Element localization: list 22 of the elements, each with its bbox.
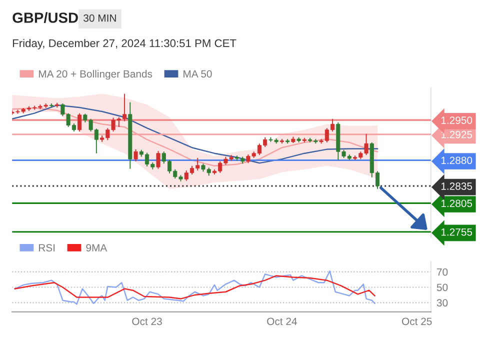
- x-tick-label: Oct 25: [402, 318, 432, 326]
- y-tick-label: 30: [436, 299, 448, 307]
- text: 30 MIN: [84, 14, 116, 22]
- y-tick-label: 70: [437, 268, 448, 276]
- legend-label: 9MA: [86, 244, 108, 252]
- x-tick-label: Oct 24: [267, 318, 297, 326]
- y-tick-label: 1.2925: [441, 130, 472, 138]
- y-tick-label: 1.2835: [441, 182, 472, 190]
- chart-title: GBP/USD: [12, 12, 78, 24]
- legend-label: MA 50: [184, 70, 212, 78]
- candlestick: [156, 150, 160, 170]
- chart-subtitle: Friday, December 27, 2024 11:30:51 PM CET: [13, 38, 236, 50]
- legend-label: RSI: [38, 244, 55, 252]
- y-tick-label: 1.2950: [441, 116, 472, 124]
- y-tick-label: 1.2805: [441, 200, 472, 208]
- candlestick: [78, 112, 82, 132]
- legend-label: MA 20 + Bollinger Bands: [38, 70, 152, 80]
- y-tick-label: 1.2880: [441, 156, 472, 164]
- y-tick-label: 1.2755: [441, 228, 472, 236]
- y-tick-label: 50: [436, 284, 448, 292]
- x-tick-label: Oct 23: [132, 318, 162, 326]
- candlestick: [134, 148, 138, 162]
